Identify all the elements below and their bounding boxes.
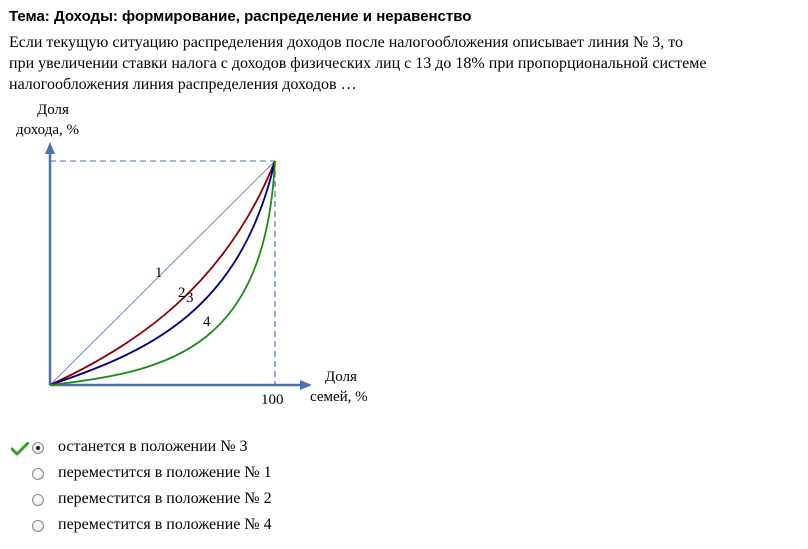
curve-label-4: 4 — [203, 314, 211, 330]
radio-button-4[interactable] — [32, 520, 44, 532]
x-axis-label-line1: Доля — [325, 369, 357, 385]
curve-label-2: 2 — [178, 285, 186, 301]
lorenz-curve-graph: Доля дохода, % 1 2 3 4 100 Доля семей, % — [16, 102, 368, 408]
option-1[interactable]: останется в положении № 3 — [0, 438, 400, 462]
option-4[interactable]: переместится в положение № 4 — [0, 516, 400, 540]
question-line-3: налогообложения линия распределения дохо… — [9, 76, 357, 93]
curve-2 — [49, 160, 276, 386]
curve-label-1: 1 — [155, 265, 163, 281]
curve-1 — [49, 160, 276, 386]
option-3[interactable]: переместится в положение № 2 — [0, 490, 400, 514]
radio-button-2[interactable] — [32, 468, 44, 480]
option-3-label: переместится в положение № 2 — [58, 490, 272, 507]
x-axis-arrow — [300, 380, 312, 390]
y-axis-label-line2: дохода, % — [16, 122, 79, 138]
checkmark-icon — [11, 442, 29, 456]
question-line-1: Если текущую ситуацию распределения дохо… — [9, 34, 684, 51]
y-axis-label-line1: Доля — [37, 102, 69, 118]
curve-label-3: 3 — [186, 290, 194, 306]
question-line-2: при увеличении ставки налога с доходов ф… — [9, 55, 707, 72]
curve-3 — [49, 160, 276, 386]
y-axis-arrow — [45, 142, 55, 154]
option-1-label: останется в положении № 3 — [58, 438, 248, 455]
option-2[interactable]: переместится в положение № 1 — [0, 464, 400, 488]
curve-4 — [49, 160, 276, 386]
radio-button-3[interactable] — [32, 494, 44, 506]
topic-title: Тема: Доходы: формирование, распределени… — [9, 8, 472, 25]
option-4-label: переместится в положение № 4 — [58, 516, 272, 533]
radio-button-1[interactable] — [32, 442, 44, 454]
option-2-label: переместится в положение № 1 — [58, 464, 272, 481]
x-axis-label-line2: семей, % — [310, 389, 368, 405]
x-tick-100: 100 — [261, 392, 284, 408]
question-text: Если текущую ситуацию распределения дохо… — [9, 32, 808, 95]
